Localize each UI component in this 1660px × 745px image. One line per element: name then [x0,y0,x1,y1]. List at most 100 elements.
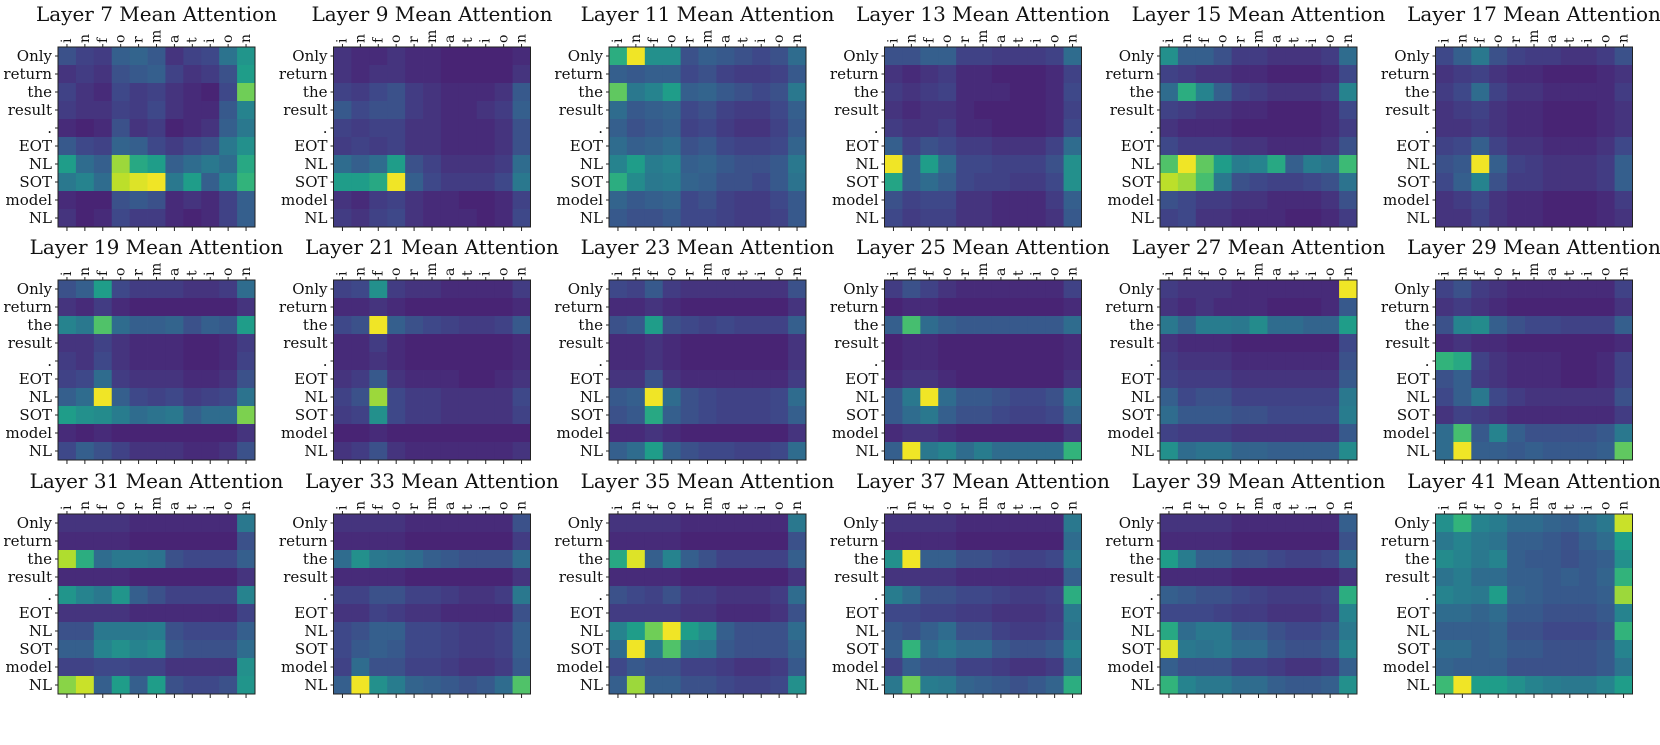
heatmap-cell [1303,604,1322,623]
heatmap-cell [111,424,131,443]
heatmap-cell [201,83,220,102]
y-tick-label: EOT [1121,604,1154,622]
heatmap-cell [1160,119,1179,138]
x-tick-label: a [993,35,1009,43]
x-tick-label: m [1526,30,1542,43]
heatmap-cell [476,658,496,677]
heatmap-cell [1009,47,1029,66]
heatmap-cell [1009,532,1029,551]
heatmap-cell [991,173,1011,192]
heatmap-cell [1578,550,1598,569]
heatmap-cell [1267,137,1286,156]
heatmap-cell [752,568,771,587]
heatmap-cell [440,101,460,120]
heatmap-cell [752,334,771,353]
heatmap-cell [1542,352,1562,371]
heatmap-cell [938,334,957,353]
heatmap-cell [1213,604,1233,623]
heatmap-cell [351,388,370,407]
heatmap-cell [183,191,202,210]
y-tick-label: the [854,83,879,101]
heatmap-cell [1195,101,1215,120]
heatmap-cell [1027,622,1047,641]
heatmap-cell [1045,676,1064,695]
x-tick-label: n [238,501,254,510]
heatmap-cell [626,83,646,102]
heatmap-cell [734,316,753,335]
heatmap-cell [626,442,646,461]
heatmap-cell [1249,424,1268,443]
heatmap-cell [680,514,699,533]
x-tick-label: n [1340,267,1356,276]
x-tick-label: i [1161,271,1177,276]
heatmap-cell [1596,406,1615,425]
heatmap-cell [1614,424,1633,443]
heatmap-cell [1596,370,1615,389]
heatmap-cell [351,47,370,66]
heatmap-cell [1596,101,1615,120]
heatmap-cell [662,101,682,120]
heatmap-cell [423,586,442,605]
y-tick-label: return [1381,532,1430,550]
heatmap-cell [1542,406,1562,425]
y-tick-label: Only [17,280,53,298]
x-tick-label: i [1436,38,1452,43]
heatmap-cell [698,209,717,228]
heatmap-cell [423,137,442,156]
heatmap-cell [1489,155,1508,174]
heatmap-cell [1578,424,1598,443]
x-tick-label: i [1304,505,1320,510]
x-tick-label: f [95,36,111,43]
heatmap-cell [1213,568,1233,587]
heatmap-cell [1009,658,1029,677]
heatmap-cell [956,424,975,443]
y-tick-label: result [1385,101,1429,119]
heatmap-cell [662,316,682,335]
heatmap-cell [111,209,131,228]
heatmap-cell [1525,280,1544,299]
heatmap-cell [1453,586,1472,605]
heatmap-cell [1435,101,1454,120]
heatmap-cell [884,47,903,66]
heatmap-cell [458,298,478,317]
heatmap-cell [1471,514,1490,533]
heatmap-cell [1285,280,1304,299]
heatmap-cell [1596,173,1615,192]
heatmap-cell [1507,137,1526,156]
y-tick-label: model [281,424,328,442]
heatmap-cell [1435,532,1454,551]
heatmap-cell [1339,532,1358,551]
heatmap-cell [1195,47,1215,66]
heatmap-cell [58,101,77,120]
heatmap-cell [1471,532,1490,551]
y-tick-label: . [323,352,328,370]
y-tick-label: the [1129,550,1154,568]
x-tick-label: m [975,30,991,43]
heatmap-cell [1213,119,1233,138]
heatmap-cell [956,101,975,120]
heatmap-cell [423,47,442,66]
heatmap-cell [93,334,113,353]
x-tick-label: a [1268,35,1284,43]
heatmap-cell [752,280,771,299]
heatmap-cell [1489,658,1508,677]
heatmap-cell [1009,370,1029,389]
x-tick-label: n [77,267,93,276]
heatmap-cell [752,298,771,317]
heatmap-cell [938,424,957,443]
heatmap-cell [1339,568,1358,587]
heatmap-cell [1063,676,1082,695]
heatmap-cell [626,280,646,299]
heatmap-cell [698,388,717,407]
heatmap-cell [369,191,388,210]
heatmap-cell [183,442,202,461]
heatmap-cell [956,568,975,587]
heatmap-cell [1578,83,1598,102]
heatmap-cell [1435,83,1454,102]
x-tick-label: f [646,269,662,276]
heatmap-cell [111,65,131,84]
y-tick-label: return [1381,298,1430,316]
heatmap-cell [201,586,220,605]
heatmap-cell [1489,83,1508,102]
